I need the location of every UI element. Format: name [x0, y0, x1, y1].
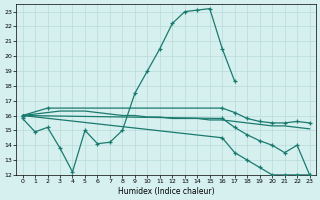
X-axis label: Humidex (Indice chaleur): Humidex (Indice chaleur)	[118, 187, 214, 196]
